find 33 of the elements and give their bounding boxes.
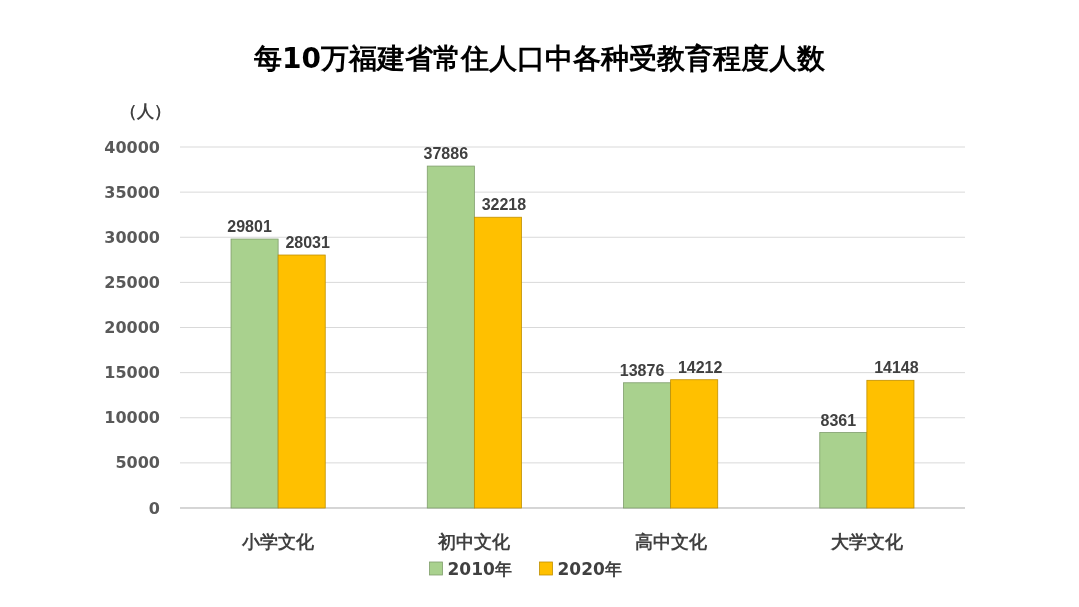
y-tick-label: 15000 [104,363,160,383]
legend-label: 2020年 [557,559,622,579]
y-tick-label: 35000 [104,182,160,202]
bar [426,165,475,509]
y-tick-label: 30000 [104,227,160,247]
bar [623,382,672,509]
x-tick-label: 小学文化 [241,531,316,552]
bar [230,238,279,509]
data-label: 29801 [227,218,272,236]
data-label: 32218 [481,196,527,214]
y-tick-label: 10000 [104,408,160,428]
x-tick-label: 大学文化 [829,531,904,552]
x-tick-label: 初中文化 [437,531,512,552]
x-tick-label: 高中文化 [634,531,708,552]
bar [670,379,719,509]
bar [866,379,915,509]
bar [277,254,326,509]
chart-title: 每10万福建省常住人口中各种受教育程度人数 [253,42,826,75]
bar [819,432,868,509]
y-tick-label: 0 [148,498,160,518]
bar [473,216,522,509]
data-label: 14212 [677,358,723,376]
y-tick-label: 25000 [104,272,160,292]
legend-label: 2010年 [447,559,512,579]
data-label: 13876 [619,361,665,379]
data-label: 28031 [285,234,331,252]
y-tick-label: 20000 [104,318,160,338]
y-tick-label: 5000 [115,453,160,473]
data-label: 37886 [423,145,469,163]
data-label: 8361 [820,411,857,429]
y-tick-label: 40000 [104,137,160,157]
data-label: 14148 [874,359,919,377]
y-axis-title: （人） [120,101,171,121]
